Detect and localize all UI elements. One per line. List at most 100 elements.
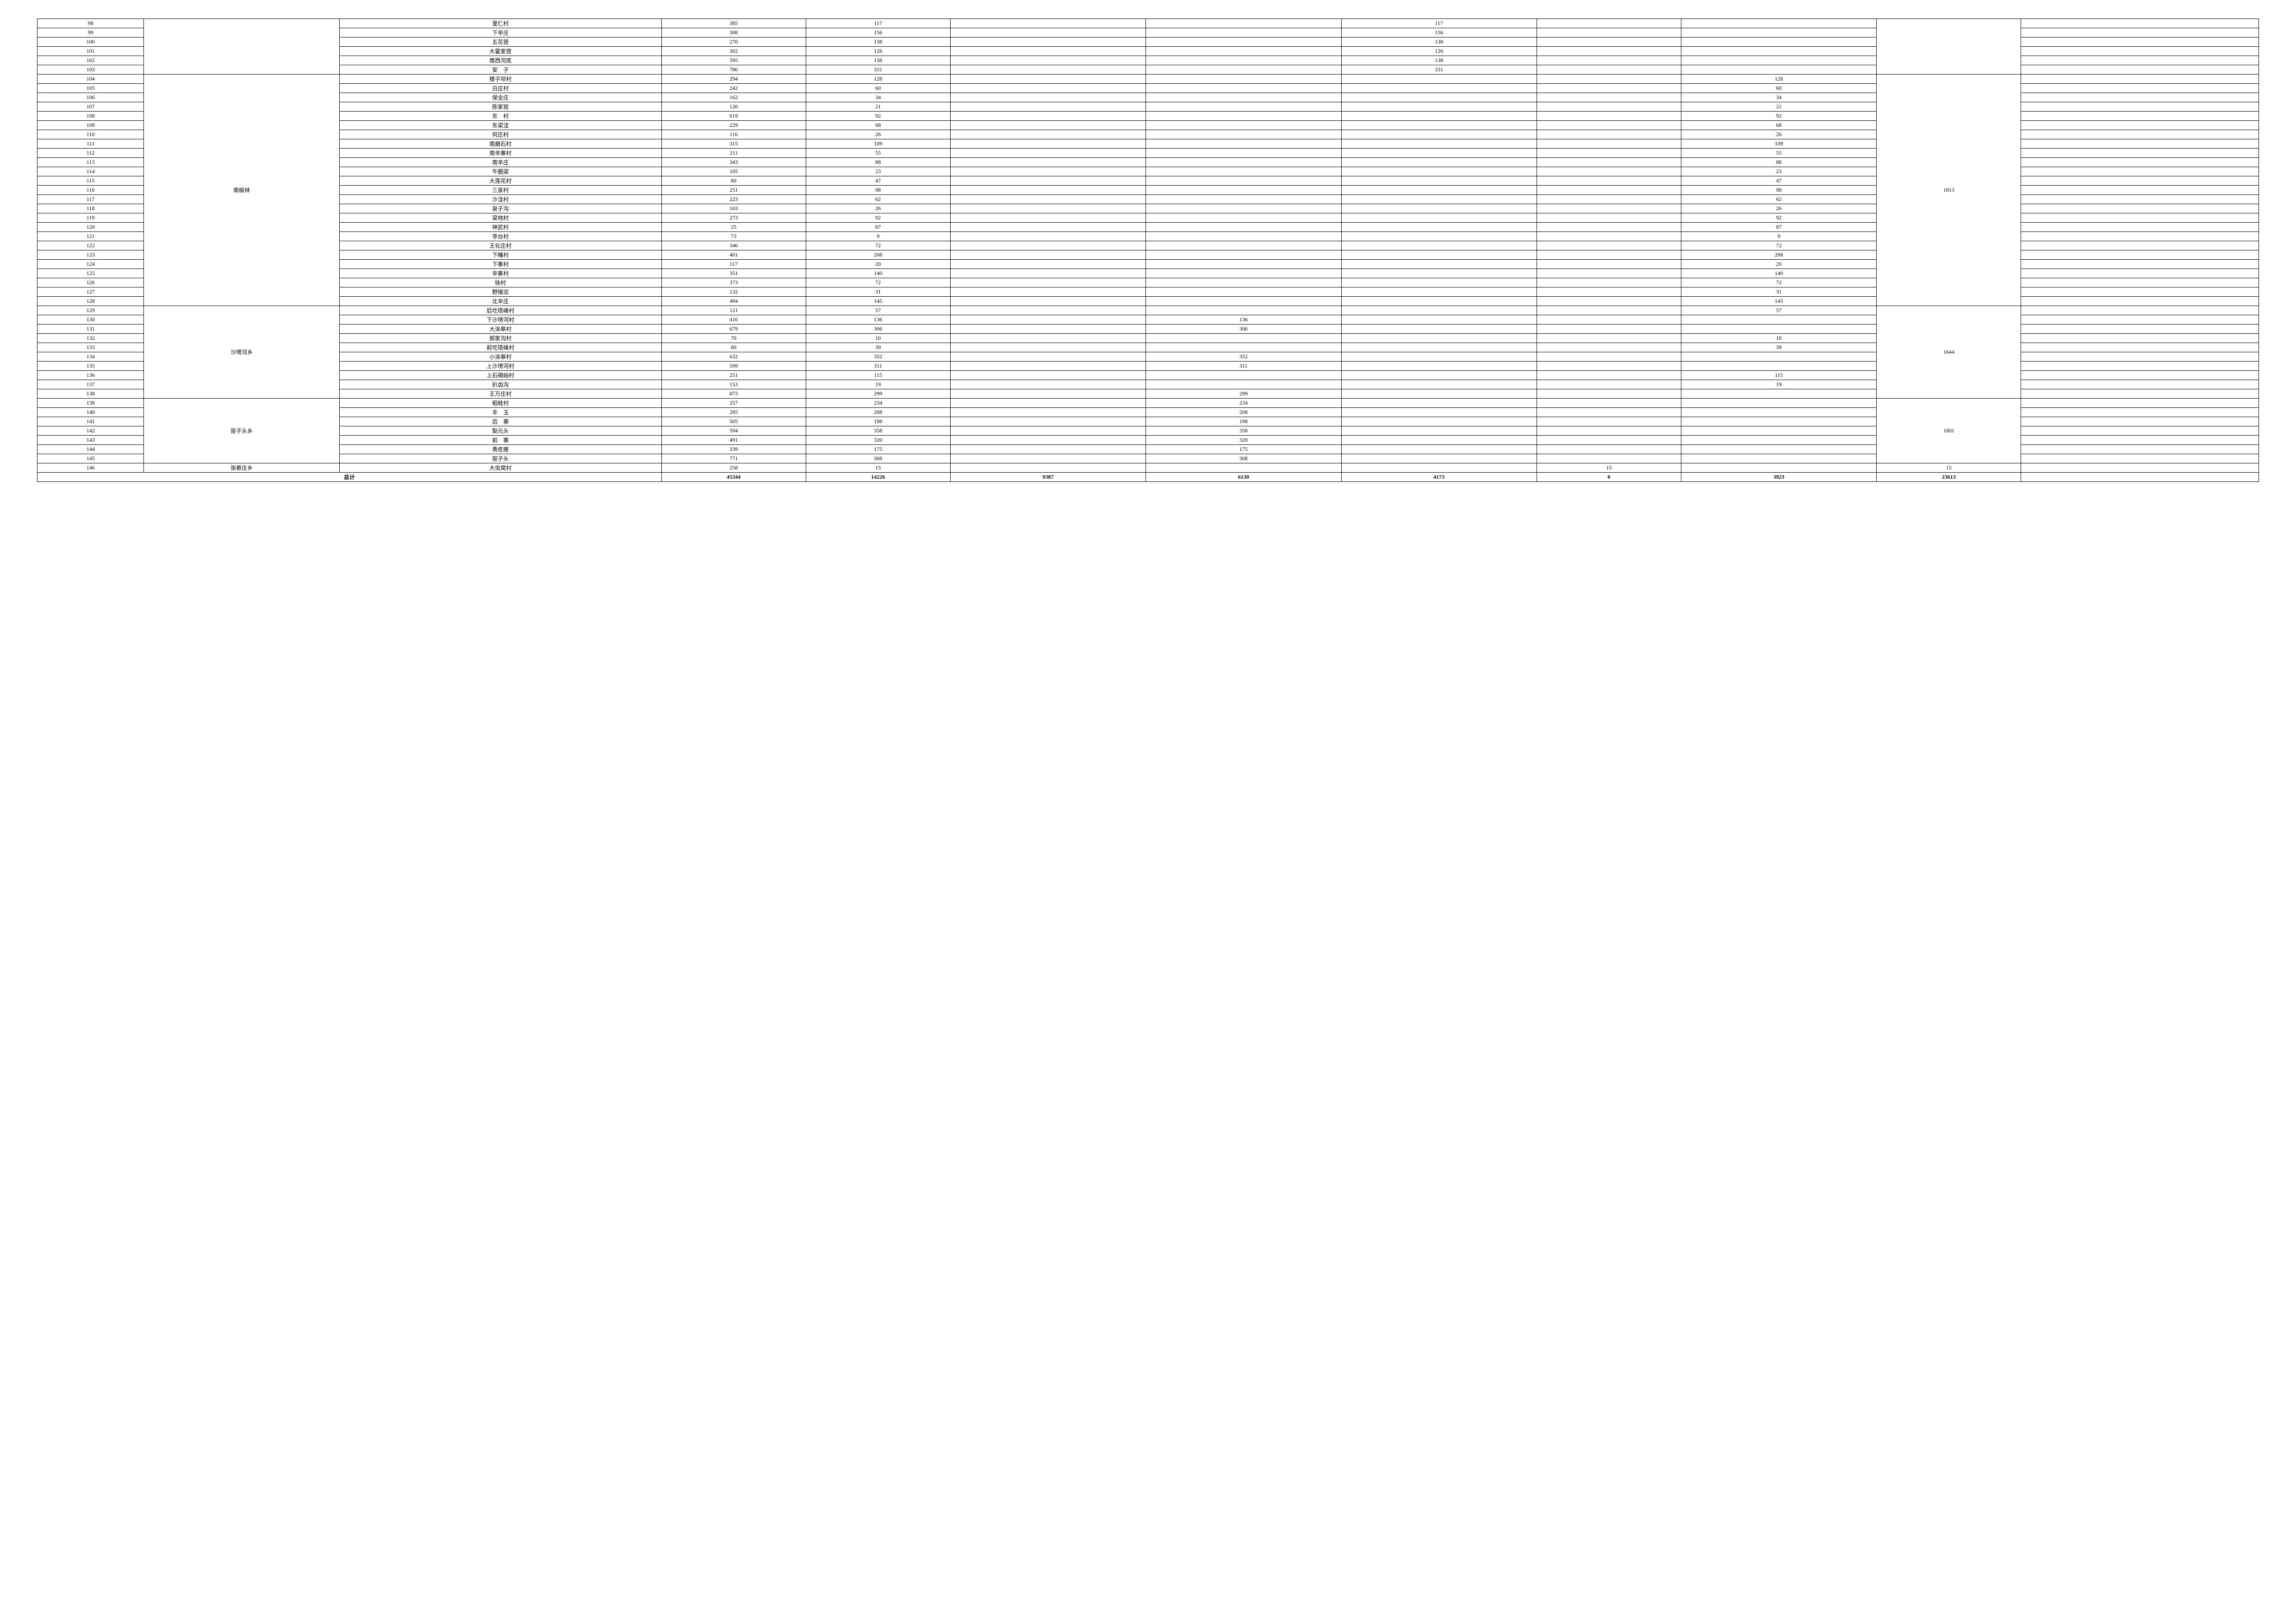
table-cell: 138 bbox=[1341, 37, 1537, 47]
table-cell: 251 bbox=[661, 371, 806, 380]
table-cell bbox=[1341, 463, 1537, 473]
table-cell: 134 bbox=[37, 352, 144, 362]
table-cell bbox=[2021, 56, 2259, 65]
table-cell: 135 bbox=[37, 362, 144, 371]
table-cell bbox=[1341, 130, 1537, 139]
table-cell: 132 bbox=[37, 334, 144, 343]
table-cell: 175 bbox=[1146, 445, 1341, 454]
township-cell: 南榆林 bbox=[144, 75, 339, 306]
table-cell: 208 bbox=[806, 250, 950, 260]
table-cell: 145 bbox=[37, 454, 144, 463]
table-cell: 34 bbox=[806, 93, 950, 102]
table-cell: 125 bbox=[37, 269, 144, 278]
table-cell bbox=[1146, 19, 1341, 28]
table-cell bbox=[950, 213, 1145, 223]
table-cell: 72 bbox=[806, 278, 950, 287]
table-cell bbox=[1681, 19, 1876, 28]
village-cell: 梨元头 bbox=[339, 426, 661, 436]
table-cell bbox=[1146, 306, 1341, 315]
table-cell bbox=[1146, 37, 1341, 47]
table-cell bbox=[2021, 334, 2259, 343]
table-cell: 234 bbox=[1146, 399, 1341, 408]
village-cell: 里仁村 bbox=[339, 19, 661, 28]
table-cell bbox=[1146, 380, 1341, 389]
table-cell: 229 bbox=[661, 121, 806, 130]
table-cell bbox=[1146, 93, 1341, 102]
table-cell bbox=[1681, 315, 1876, 325]
table-cell bbox=[950, 389, 1145, 399]
table-cell bbox=[2021, 195, 2259, 204]
table-cell bbox=[2021, 297, 2259, 306]
table-cell: 679 bbox=[661, 325, 806, 334]
table-cell bbox=[2021, 223, 2259, 232]
table-cell bbox=[950, 297, 1145, 306]
table-cell: 299 bbox=[1146, 389, 1341, 399]
table-cell: 117 bbox=[1341, 19, 1537, 28]
table-cell: 273 bbox=[661, 213, 806, 223]
table-cell: 20 bbox=[806, 260, 950, 269]
table-cell bbox=[1341, 352, 1537, 362]
table-cell: 308 bbox=[661, 28, 806, 37]
table-cell bbox=[1341, 93, 1537, 102]
table-cell: 144 bbox=[37, 445, 144, 454]
village-cell: 五花营 bbox=[339, 37, 661, 47]
table-cell bbox=[1537, 149, 1681, 158]
table-cell bbox=[2021, 454, 2259, 463]
table-cell bbox=[1681, 37, 1876, 47]
table-cell: 23613 bbox=[1877, 473, 2021, 482]
table-cell: 88 bbox=[1681, 158, 1876, 167]
table-cell bbox=[1681, 389, 1876, 399]
table-cell: 92 bbox=[1681, 213, 1876, 223]
village-cell: 楼子坝村 bbox=[339, 75, 661, 84]
table-row: 98里仁村385117117 bbox=[37, 19, 2259, 28]
table-cell bbox=[1681, 362, 1876, 371]
table-cell: 105 bbox=[661, 167, 806, 176]
table-cell: 234 bbox=[806, 399, 950, 408]
table-cell bbox=[1681, 56, 1876, 65]
table-cell bbox=[1681, 352, 1876, 362]
table-cell bbox=[1681, 454, 1876, 463]
table-cell: 373 bbox=[661, 278, 806, 287]
table-cell bbox=[1681, 47, 1876, 56]
table-cell bbox=[1341, 445, 1537, 454]
table-cell bbox=[1146, 121, 1341, 130]
village-cell: 王万庄村 bbox=[339, 389, 661, 399]
table-cell: 339 bbox=[661, 445, 806, 454]
table-cell bbox=[950, 56, 1145, 65]
township-cell: 沙塄河乡 bbox=[144, 306, 339, 399]
table-cell: 19 bbox=[806, 380, 950, 389]
table-cell bbox=[1537, 250, 1681, 260]
village-cell: 南辛庄 bbox=[339, 158, 661, 167]
table-cell bbox=[1146, 343, 1341, 352]
table-cell bbox=[1146, 167, 1341, 176]
table-cell bbox=[2021, 75, 2259, 84]
village-cell: 下沙塄河村 bbox=[339, 315, 661, 325]
table-cell bbox=[1341, 297, 1537, 306]
village-cell: 王化庄村 bbox=[339, 241, 661, 250]
village-cell: 大莲花村 bbox=[339, 176, 661, 186]
table-cell bbox=[1537, 186, 1681, 195]
table-cell bbox=[950, 334, 1145, 343]
table-cell bbox=[1146, 250, 1341, 260]
table-cell: 31 bbox=[806, 287, 950, 297]
table-cell bbox=[2021, 121, 2259, 130]
township-cell: 张蔡庄乡 bbox=[144, 463, 339, 473]
table-cell bbox=[950, 287, 1145, 297]
table-cell bbox=[1341, 417, 1537, 426]
table-cell: 786 bbox=[661, 65, 806, 75]
table-cell: 114 bbox=[37, 167, 144, 176]
data-table: 98里仁村38511711799下辛庄308156156100五花营270138… bbox=[37, 19, 2259, 482]
table-cell bbox=[2021, 139, 2259, 149]
table-cell: 401 bbox=[661, 250, 806, 260]
table-cell: 70 bbox=[661, 334, 806, 343]
village-cell: 野猪窊 bbox=[339, 287, 661, 297]
table-cell: 121 bbox=[661, 306, 806, 315]
village-cell: 北辛庄 bbox=[339, 297, 661, 306]
table-cell bbox=[1681, 28, 1876, 37]
table-cell: 331 bbox=[806, 65, 950, 75]
table-cell: 619 bbox=[661, 112, 806, 121]
table-cell bbox=[1341, 158, 1537, 167]
table-cell bbox=[2021, 473, 2259, 482]
village-cell: 梁地村 bbox=[339, 213, 661, 223]
table-cell: 352 bbox=[806, 352, 950, 362]
